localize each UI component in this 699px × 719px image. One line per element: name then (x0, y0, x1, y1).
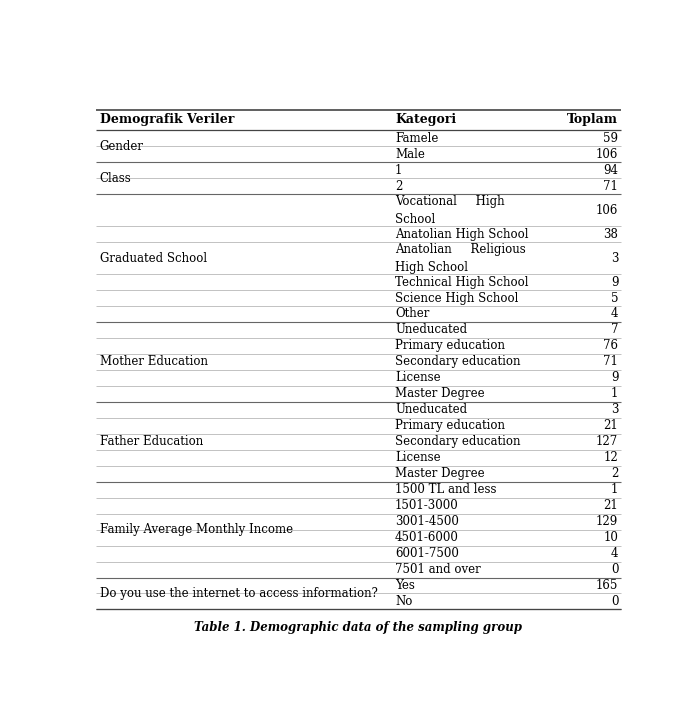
Text: Secondary education: Secondary education (395, 355, 521, 368)
Text: Uneducated: Uneducated (395, 403, 467, 416)
Text: School: School (395, 213, 435, 226)
Text: Primary education: Primary education (395, 339, 505, 352)
Text: 4: 4 (611, 308, 618, 321)
Text: Master Degree: Master Degree (395, 467, 484, 480)
Text: 12: 12 (603, 452, 618, 464)
Text: High School: High School (395, 260, 468, 273)
Text: 3: 3 (611, 252, 618, 265)
Text: 21: 21 (603, 499, 618, 512)
Text: 1: 1 (611, 483, 618, 496)
Text: Toplam: Toplam (568, 114, 618, 127)
Text: 165: 165 (596, 579, 618, 592)
Text: 5: 5 (611, 291, 618, 305)
Text: Science High School: Science High School (395, 291, 519, 305)
Text: Technical High School: Technical High School (395, 275, 528, 288)
Text: 94: 94 (603, 164, 618, 177)
Text: Primary education: Primary education (395, 419, 505, 432)
Text: Male: Male (395, 147, 425, 161)
Text: 9: 9 (611, 372, 618, 385)
Text: 71: 71 (603, 180, 618, 193)
Text: 7501 and over: 7501 and over (395, 563, 481, 576)
Text: Class: Class (100, 172, 131, 185)
Text: 7: 7 (611, 324, 618, 336)
Text: Mother Education: Mother Education (100, 355, 208, 368)
Text: 1500 TL and less: 1500 TL and less (395, 483, 496, 496)
Text: 59: 59 (603, 132, 618, 145)
Text: 1: 1 (611, 388, 618, 400)
Text: 71: 71 (603, 355, 618, 368)
Text: 106: 106 (596, 147, 618, 161)
Text: Vocational     High: Vocational High (395, 195, 505, 208)
Text: Uneducated: Uneducated (395, 324, 467, 336)
Text: License: License (395, 452, 441, 464)
Text: Master Degree: Master Degree (395, 388, 484, 400)
Text: 1501-3000: 1501-3000 (395, 499, 459, 512)
Text: Kategori: Kategori (395, 114, 456, 127)
Text: 4501-6000: 4501-6000 (395, 531, 459, 544)
Text: 2: 2 (395, 180, 403, 193)
Text: 10: 10 (603, 531, 618, 544)
Text: Yes: Yes (395, 579, 415, 592)
Text: Family Average Monthly Income: Family Average Monthly Income (100, 523, 293, 536)
Text: Graduated School: Graduated School (100, 252, 207, 265)
Text: Father Education: Father Education (100, 435, 203, 448)
Text: 3001-4500: 3001-4500 (395, 515, 459, 528)
Text: Table 1. Demographic data of the sampling group: Table 1. Demographic data of the samplin… (194, 621, 522, 634)
Text: 38: 38 (603, 228, 618, 241)
Text: Demografik Veriler: Demografik Veriler (100, 114, 234, 127)
Text: 1: 1 (395, 164, 403, 177)
Text: Other: Other (395, 308, 429, 321)
Text: 127: 127 (596, 435, 618, 448)
Text: 3: 3 (611, 403, 618, 416)
Text: Anatolian     Religious: Anatolian Religious (395, 242, 526, 256)
Text: Do you use the internet to access information?: Do you use the internet to access inform… (100, 587, 377, 600)
Text: 2: 2 (611, 467, 618, 480)
Text: 0: 0 (611, 563, 618, 576)
Text: 6001-7500: 6001-7500 (395, 547, 459, 560)
Text: 9: 9 (611, 275, 618, 288)
Text: 21: 21 (603, 419, 618, 432)
Text: 76: 76 (603, 339, 618, 352)
Text: Secondary education: Secondary education (395, 435, 521, 448)
Text: 0: 0 (611, 595, 618, 608)
Text: 129: 129 (596, 515, 618, 528)
Text: 4: 4 (611, 547, 618, 560)
Text: License: License (395, 372, 441, 385)
Text: Gender: Gender (100, 139, 144, 152)
Text: Anatolian High School: Anatolian High School (395, 228, 528, 241)
Text: 106: 106 (596, 203, 618, 216)
Text: No: No (395, 595, 412, 608)
Text: Famele: Famele (395, 132, 438, 145)
